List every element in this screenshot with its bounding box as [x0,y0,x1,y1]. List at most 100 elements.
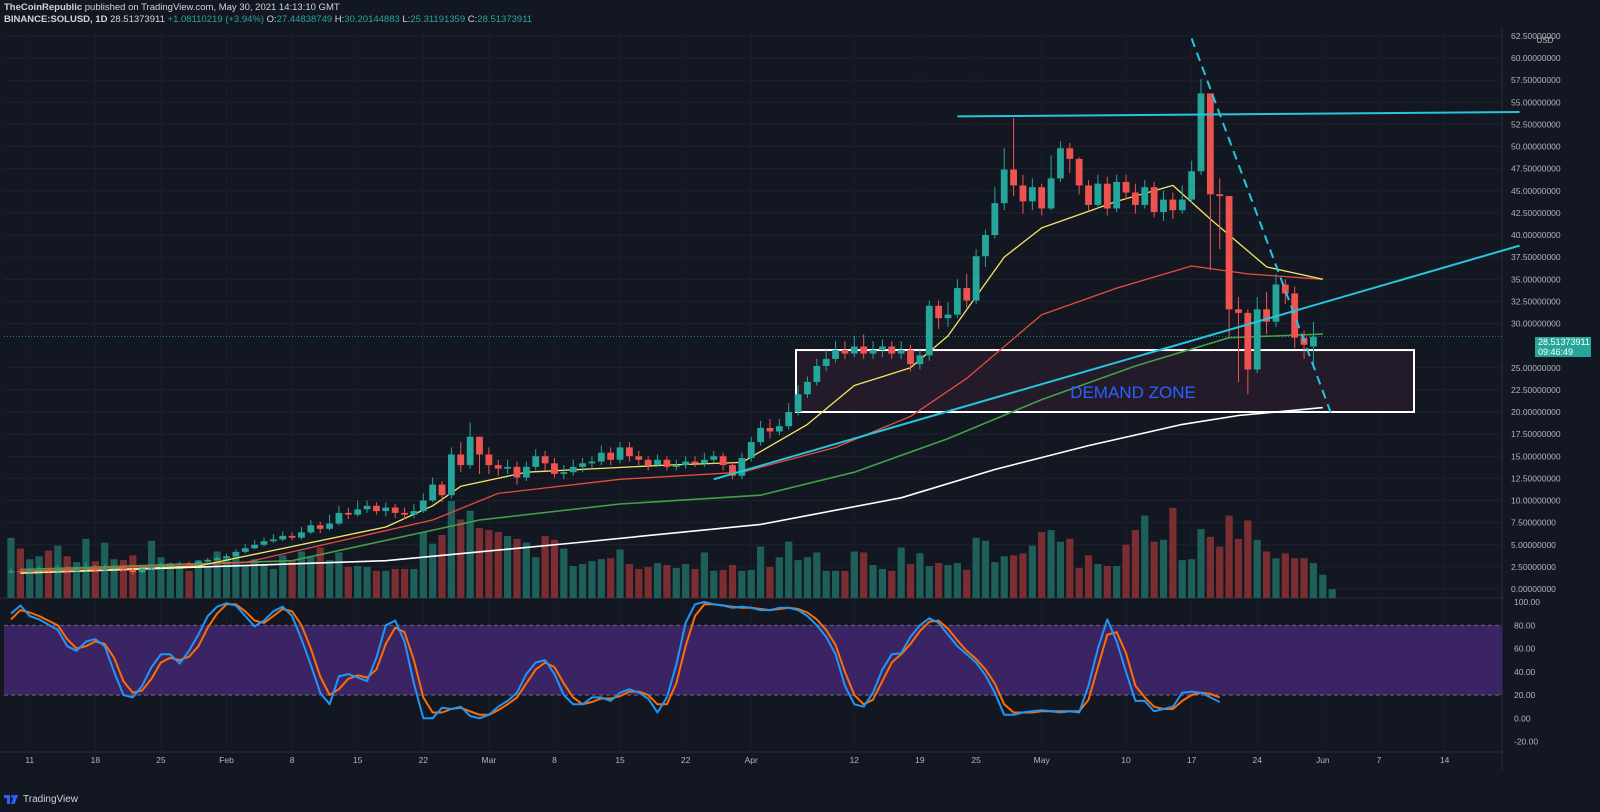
volume-bar [485,530,493,598]
time-tick-label: 7 [1377,755,1382,765]
candle-body [1206,93,1214,195]
candle-body [1188,171,1196,200]
time-tick-label: 25 [971,755,981,765]
candle-body [63,569,71,572]
time-tick-label: 17 [1187,755,1197,765]
price-tick-label: 50.00000000 [1511,142,1561,152]
volume-bar [850,551,858,598]
publisher-name[interactable]: TheCoinRepublic [4,2,83,13]
volume-bar [1281,553,1289,598]
stoch-band-fill [4,625,1502,696]
candle-body [1103,183,1111,209]
volume-bar [1047,530,1055,598]
volume-bar [1038,532,1046,598]
candle-body [663,459,671,467]
candle-body [560,472,568,474]
volume-bar [831,570,840,598]
volume-bar [504,535,512,598]
candle-body [504,466,512,469]
candle-body [1094,183,1102,205]
volume-bar [1188,559,1196,598]
candle-body [54,569,62,572]
volume-bar [194,560,202,598]
candle-body [120,567,127,570]
volume-bar [888,570,896,598]
volume-bar [869,565,877,598]
volume-bar [466,510,474,598]
time-tick-label: Apr [745,755,758,765]
volume-bar [1234,538,1243,598]
trend-line [713,244,1520,481]
volume-bar [166,563,174,598]
candle-body [757,427,764,443]
volume-bar [981,540,990,598]
symbol-label: BINANCE:SOLUSD, 1D [4,14,108,25]
volume-bar [72,562,81,598]
volume-bar [44,550,53,598]
volume-bar [363,566,371,598]
volume-bar [1169,507,1177,598]
volume-bar [691,568,699,598]
ema20-line [20,184,1323,574]
volume-bar [625,564,634,598]
price-tick-label: 0.00000000 [1511,584,1556,594]
candle-body [1075,158,1083,186]
volume-bar [578,564,587,598]
volume-bar [728,565,737,598]
volume-bar [1244,520,1252,598]
price-tick-label: 35.00000000 [1511,274,1561,284]
candle-body [1178,199,1186,211]
candle-body [841,350,849,354]
candle-body [869,350,877,354]
demand-zone-label: DEMAND ZONE [1070,383,1196,402]
price-tick-label: 47.50000000 [1511,164,1561,174]
candle-body [1244,312,1252,370]
candle-body [916,355,924,365]
time-tick-label: 8 [290,755,295,765]
candle-body [935,305,943,319]
candle-body [1057,148,1064,179]
volume-bar [935,563,943,598]
candle-body [963,288,971,301]
candle-body [860,346,868,354]
candle-body [700,459,708,464]
volume-bar [260,564,268,598]
volume-bar [138,566,146,598]
volume-bar [185,570,193,598]
tradingview-brand[interactable]: TradingView [4,790,78,808]
volume-bar [176,565,184,598]
volume-bar [475,528,484,598]
time-tick-label: 14 [1440,755,1450,765]
demand-zone[interactable] [795,349,1415,413]
candle-body [1291,293,1299,338]
candle-body [307,525,315,533]
volume-bar [1309,563,1318,598]
price-tick-label: 10.00000000 [1511,496,1561,506]
volume-bar [1094,564,1102,598]
volume-bar [1122,544,1130,598]
candle-body [391,507,399,513]
candle-body [185,563,193,565]
time-tick-label: 22 [419,755,429,765]
volume-bar [1019,553,1027,598]
volume-bar [63,556,71,598]
price-tick-label: 52.50000000 [1511,119,1561,129]
volume-bar [785,541,793,598]
volume-bar [1216,546,1224,598]
stoch-band [4,624,1502,696]
volume-bar [1225,515,1233,598]
volume-bar [335,552,343,598]
last-price-tag: 28.51373911 09:46:49 [1535,337,1591,357]
candle-body [719,456,727,466]
candle-body [260,541,268,545]
price-chart[interactable]: 62.50000000 60.00000000 57.50000000 55.0000… [0,0,1600,790]
candle-body [1225,196,1233,310]
candle-body [626,447,633,457]
candle-body [223,556,230,559]
candle-body [157,565,165,567]
volume-bar [925,565,933,598]
candle-body [569,466,577,473]
volume-bar [1262,551,1271,598]
trend-lines[interactable] [713,38,1520,481]
candle-body [888,346,896,354]
